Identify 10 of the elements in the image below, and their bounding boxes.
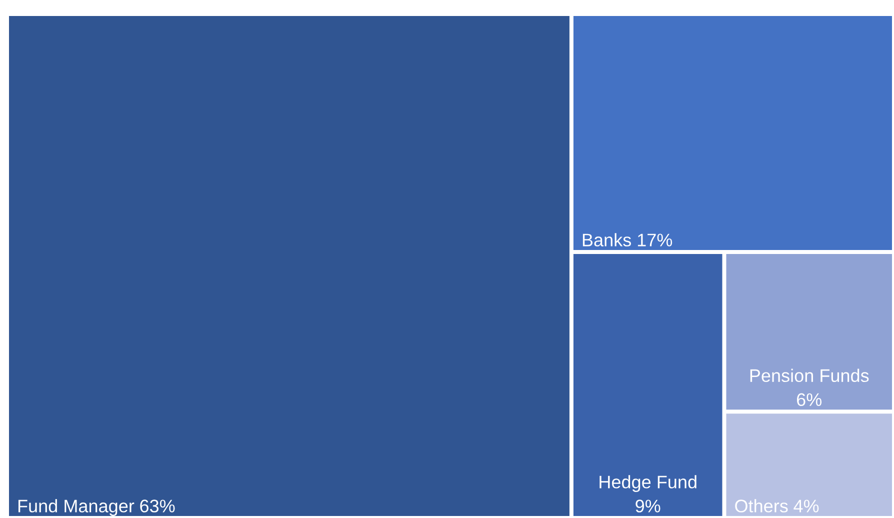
category-label: Pension Funds — [750, 368, 869, 382]
data-label: 9% — [636, 500, 660, 512]
category-label: Hedge Fund — [600, 475, 696, 492]
category-label: Banks — [582, 233, 631, 246]
data-label: 17% — [638, 234, 672, 246]
data-label: 63% — [140, 500, 175, 512]
category-label: Others — [735, 499, 788, 512]
category-label: Fund Manager — [18, 499, 134, 516]
data-label: 4% — [794, 500, 819, 512]
data-label: 6% — [796, 393, 822, 406]
